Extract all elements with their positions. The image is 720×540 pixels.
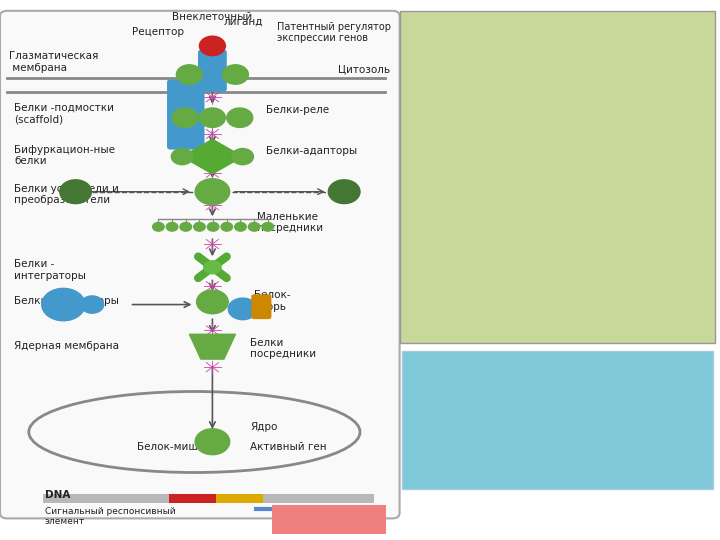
Circle shape [194, 222, 205, 231]
Circle shape [199, 108, 225, 127]
Circle shape [204, 261, 221, 274]
Circle shape [166, 222, 178, 231]
Circle shape [171, 148, 193, 165]
Text: Глазматическая
 мембрана: Глазматическая мембрана [9, 51, 98, 73]
Text: Белки-модуляторы: Белки-модуляторы [14, 296, 120, 306]
Text: Белок-мишень: Белок-мишень [137, 442, 217, 452]
Text: лиганд: лиганд [223, 16, 263, 26]
FancyBboxPatch shape [272, 505, 386, 534]
Circle shape [176, 65, 202, 84]
Text: Белки-адапторы: Белки-адапторы [266, 146, 358, 156]
Circle shape [153, 222, 164, 231]
FancyBboxPatch shape [251, 294, 271, 319]
Text: Белки-реле: Белки-реле [266, 105, 330, 116]
Text: Белки усилители и
преобразователи: Белки усилители и преобразователи [14, 184, 120, 205]
Text: Белки -рецепторы
Белки-реле
Белки-адапторы
Белки- структурные
организаторы
Белки: Белки -рецепторы Белки-реле Белки-адапто… [413, 94, 606, 265]
Circle shape [180, 222, 192, 231]
Text: Внутриклеточный
сигнальный путь – это
множество участников:: Внутриклеточный сигнальный путь – это мн… [413, 21, 621, 74]
Circle shape [232, 148, 253, 165]
FancyBboxPatch shape [169, 494, 216, 503]
Text: Внеклеточный: Внеклеточный [172, 12, 253, 22]
Circle shape [328, 180, 360, 204]
Polygon shape [189, 334, 235, 359]
Text: Белки
посредники: Белки посредники [250, 338, 316, 359]
Circle shape [81, 296, 104, 313]
Text: Белки -подмостки
(scaffold): Белки -подмостки (scaffold) [14, 103, 114, 124]
Text: DNA: DNA [45, 490, 70, 501]
Text: Транскрипция: Транскрипция [278, 513, 380, 526]
Circle shape [228, 298, 257, 320]
FancyBboxPatch shape [400, 11, 715, 343]
Circle shape [235, 222, 246, 231]
Circle shape [60, 180, 91, 204]
Circle shape [199, 36, 225, 56]
Circle shape [207, 222, 219, 231]
Text: Рецептор: Рецептор [132, 27, 184, 37]
Text: Цитозоль: Цитозоль [338, 65, 390, 75]
Text: Патентный регулятор
экспрессии генов: Патентный регулятор экспрессии генов [277, 22, 391, 43]
Circle shape [227, 108, 253, 127]
Text: Ядро: Ядро [250, 422, 277, 433]
Text: Белок-
якорь: Белок- якорь [254, 290, 291, 312]
Circle shape [197, 290, 228, 314]
FancyBboxPatch shape [198, 50, 227, 92]
Circle shape [195, 179, 230, 205]
FancyBboxPatch shape [43, 494, 374, 503]
FancyBboxPatch shape [0, 11, 400, 518]
Text: Ядерная мембрана: Ядерная мембрана [14, 341, 120, 352]
Circle shape [222, 65, 248, 84]
Text: Активный ген: Активный ген [250, 442, 326, 452]
Circle shape [248, 222, 260, 231]
Text: Маленькие
посредники: Маленькие посредники [257, 212, 323, 233]
Circle shape [262, 222, 274, 231]
Circle shape [42, 288, 85, 321]
FancyBboxPatch shape [216, 494, 263, 503]
Text: Но не только  белки, а и
нуклеотиды, аминокислоты,
жирные кислоты, ионы
кальция : Но не только белки, а и нуклеотиды, амин… [415, 361, 651, 453]
FancyBboxPatch shape [167, 79, 204, 150]
Text: Белки -
интеграторы: Белки - интеграторы [14, 259, 86, 281]
FancyBboxPatch shape [402, 351, 713, 489]
Polygon shape [182, 139, 243, 174]
Circle shape [195, 429, 230, 455]
Circle shape [172, 108, 198, 127]
Text: Сигнальный респонсивный
элемент: Сигнальный респонсивный элемент [45, 507, 175, 526]
Circle shape [221, 222, 233, 231]
Text: Бифуркацион-ные
белки: Бифуркацион-ные белки [14, 145, 115, 166]
